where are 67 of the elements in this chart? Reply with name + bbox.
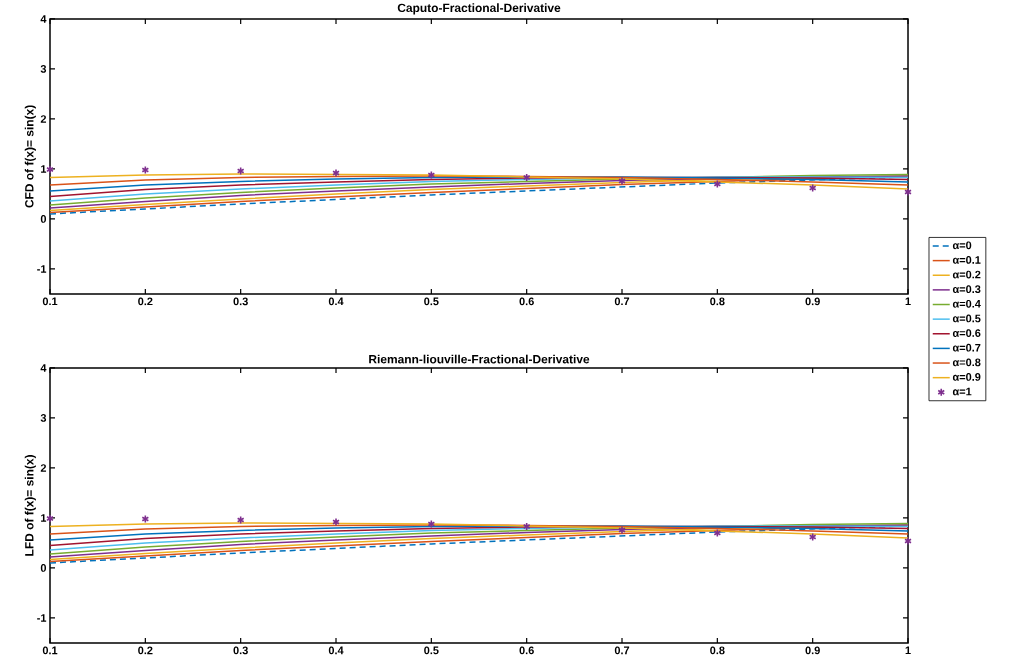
y-tick-label: -1 xyxy=(37,265,47,273)
x-tick-label: 0.2 xyxy=(138,646,153,655)
x-tick-label: 0.7 xyxy=(614,297,630,306)
legend-label: α=0.8 xyxy=(952,358,981,367)
point xyxy=(904,536,912,546)
point xyxy=(236,515,245,525)
legend-label: α=0.6 xyxy=(952,329,981,337)
x-tick-label: 0.6 xyxy=(519,297,534,306)
chart-title: Caputo-Fractional-Derivative xyxy=(397,3,561,15)
x-tick-label: 0.5 xyxy=(424,646,439,655)
x-tick-label: 0.1 xyxy=(42,297,58,306)
y-tick-label: 0 xyxy=(40,564,47,572)
point xyxy=(236,166,245,176)
legend-label: α=0.5 xyxy=(952,314,981,323)
x-tick-label: 0.3 xyxy=(233,297,248,306)
legend-label: α=0.4 xyxy=(952,299,981,308)
point xyxy=(808,183,817,193)
x-tick-label: 0.4 xyxy=(328,297,344,306)
point xyxy=(808,532,817,542)
x-tick-label: 0.2 xyxy=(138,297,153,306)
x-tick-label: 0.9 xyxy=(805,297,820,306)
x-tick-label: 0.8 xyxy=(710,646,725,655)
point xyxy=(522,173,531,182)
x-tick-label: 1 xyxy=(905,646,911,655)
x-tick-label: 0.4 xyxy=(328,646,344,655)
y-tick-label: 1 xyxy=(41,165,47,173)
point xyxy=(713,528,722,538)
y-tick-label: 0 xyxy=(40,215,47,223)
point xyxy=(427,170,436,180)
y-tick-label: 2 xyxy=(40,115,47,123)
x-tick-label: 0.5 xyxy=(424,297,439,306)
x-tick-label: 0.3 xyxy=(233,646,248,655)
legend-label: α=0 xyxy=(952,241,972,250)
legend-label: α=1 xyxy=(952,387,972,396)
x-tick-label: 0.8 xyxy=(710,297,725,306)
y-tick-label: 3 xyxy=(40,414,47,422)
point xyxy=(713,179,722,189)
y-tick-label: -1 xyxy=(37,614,47,622)
y-tick-label: 4 xyxy=(40,364,47,372)
legend-label: α=0.3 xyxy=(952,285,981,294)
legend-label: α=0.9 xyxy=(952,373,981,381)
x-tick-label: 0.1 xyxy=(42,646,58,655)
point xyxy=(522,522,531,531)
legend-label: α=0.7 xyxy=(952,343,981,352)
point xyxy=(141,514,150,524)
legend-label: α=0.1 xyxy=(952,256,981,264)
x-tick-label: 0.9 xyxy=(805,646,820,655)
point xyxy=(618,176,626,186)
point xyxy=(427,519,436,529)
y-tick-label: 2 xyxy=(40,464,47,472)
x-tick-label: 1 xyxy=(905,297,911,306)
y-axis-title: LFD of f(x)= sin(x) xyxy=(24,455,36,556)
x-tick-label: 0.6 xyxy=(519,646,534,655)
chart-title: Riemann-liouville-Fractional-Derivative xyxy=(369,354,590,364)
y-axis-title: CFD of f(x)= sin(x) xyxy=(24,105,36,208)
y-tick-label: 3 xyxy=(40,65,47,73)
point xyxy=(46,165,54,174)
legend-label: α=0.2 xyxy=(952,270,981,279)
point xyxy=(332,168,340,178)
point xyxy=(904,187,912,197)
x-tick-label: 0.7 xyxy=(614,646,630,655)
point xyxy=(141,165,150,175)
point xyxy=(332,517,340,527)
point xyxy=(46,514,54,523)
point xyxy=(618,525,626,535)
y-tick-label: 1 xyxy=(41,514,47,522)
y-tick-label: 4 xyxy=(40,15,47,23)
